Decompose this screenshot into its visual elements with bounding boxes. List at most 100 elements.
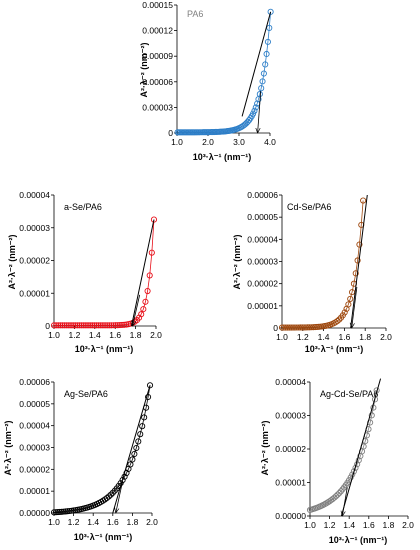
data-point — [105, 493, 112, 500]
trend-line — [177, 11, 272, 133]
data-point — [345, 301, 352, 308]
y-tick-label: 0.00001 — [247, 301, 278, 311]
data-point — [62, 508, 69, 515]
data-point — [145, 393, 152, 401]
data-point — [259, 78, 266, 85]
data-point — [334, 491, 341, 498]
data-point — [137, 431, 144, 438]
linear-fit-line — [241, 11, 272, 117]
y-tick-label: 0.00000 — [19, 508, 50, 518]
data-point — [58, 508, 65, 515]
data-point — [267, 8, 274, 15]
data-point — [114, 322, 121, 329]
y-tick-label: 0.00003 — [142, 102, 173, 112]
intercept-arrow — [258, 91, 262, 133]
y-tick-label: 0.00004 — [19, 421, 50, 431]
data-point — [89, 322, 96, 329]
data-point — [119, 321, 126, 329]
linear-fit-line — [340, 378, 382, 517]
data-point — [50, 509, 58, 516]
data-point — [56, 508, 63, 516]
data-point — [93, 322, 100, 329]
data-point — [135, 438, 142, 445]
data-point — [54, 509, 61, 516]
x-tick-label: 1.4 — [89, 330, 101, 340]
data-point — [76, 322, 83, 329]
data-point — [66, 507, 73, 515]
data-point — [101, 322, 109, 329]
data-point — [127, 461, 134, 468]
data-point — [72, 322, 79, 329]
data-point — [123, 321, 130, 328]
data-point — [121, 321, 128, 328]
data-point — [141, 414, 148, 421]
y-tick-label: 0.00001 — [275, 478, 306, 488]
y-tick-label: 0.00000 — [275, 511, 306, 521]
linear-fit-line — [131, 219, 155, 327]
data-point — [91, 322, 98, 329]
y-tick-label: 0.00002 — [19, 464, 50, 474]
data-point — [110, 322, 117, 329]
data-point — [246, 117, 253, 124]
data-point — [55, 322, 62, 329]
data-point — [65, 322, 72, 329]
x-tick-label: 2.0 — [150, 330, 162, 340]
data-point — [84, 322, 92, 329]
data-point — [80, 322, 87, 329]
data-point — [52, 509, 60, 516]
data-point — [108, 322, 115, 329]
data-point — [347, 474, 354, 481]
data-point — [347, 295, 354, 302]
trend-line — [54, 219, 155, 326]
x-axis-title: 10³·λ⁻¹ (nm⁻¹) — [74, 532, 133, 542]
data-point — [260, 70, 267, 77]
x-tick-label: 2.0 — [380, 332, 392, 342]
y-tick-label: 0.00004 — [275, 377, 306, 387]
y-tick-label: 0.00002 — [275, 444, 306, 454]
y-tick-label: 0.00002 — [19, 256, 50, 266]
data-point — [106, 322, 113, 329]
x-tick-label: 1.8 — [130, 330, 142, 340]
data-point — [109, 489, 116, 496]
x-tick-label: 1.0 — [276, 332, 288, 342]
y-tick-label: 0.00004 — [247, 234, 278, 244]
data-point — [133, 444, 140, 452]
x-tick-label: 1.6 — [109, 330, 121, 340]
x-tick-label: 1.8 — [359, 332, 371, 342]
data-point — [139, 423, 146, 430]
sample-label: PA6 — [187, 9, 203, 19]
x-tick-label: 1.4 — [343, 520, 355, 530]
data-point — [87, 322, 94, 329]
x-tick-label: 1.0 — [48, 517, 60, 527]
data-point — [368, 412, 375, 419]
data-point — [354, 257, 361, 264]
data-point — [262, 61, 269, 68]
x-tick-label: 1.4 — [318, 332, 330, 342]
data-point — [53, 322, 60, 329]
chart-panel-a-se-pa6: 0 0.00001 0.00002 0.00003 0.00004 1.0 1.2 1.4 1.… — [7, 190, 162, 354]
x-tick-label: 3.0 — [233, 137, 245, 147]
y-tick-label: 0 — [45, 321, 50, 331]
y-tick-label: 0.00002 — [247, 279, 278, 289]
data-point — [116, 322, 123, 329]
chart-panel-ag-se-pa6: 0.00000 0.00001 0.00002 0.00003 0.00004 0.000… — [3, 377, 158, 542]
y-axis-title: A²·λ⁻² (nm⁻²) — [7, 235, 17, 290]
y-axis-title: A²·λ⁻² (nm⁻²) — [260, 421, 270, 476]
x-axis-title: 10³·λ⁻¹ (nm⁻¹) — [75, 344, 134, 354]
x-tick-label: 1.6 — [338, 332, 350, 342]
x-axis-title: 10³·λ⁻¹ (nm⁻¹) — [305, 344, 364, 354]
linear-fit-line — [112, 385, 151, 514]
x-tick-label: 1.2 — [68, 330, 80, 340]
trend-line — [309, 390, 378, 511]
data-point — [264, 38, 271, 45]
data-point — [78, 322, 85, 329]
data-point — [131, 450, 138, 458]
data-point — [251, 107, 258, 114]
x-tick-label: 1.0 — [304, 520, 316, 530]
data-point — [95, 322, 102, 329]
data-point — [140, 306, 147, 313]
data-point — [250, 110, 257, 117]
y-tick-label: 0.00006 — [142, 77, 173, 87]
x-tick-label: 2.0 — [146, 517, 158, 527]
data-point — [148, 249, 155, 256]
